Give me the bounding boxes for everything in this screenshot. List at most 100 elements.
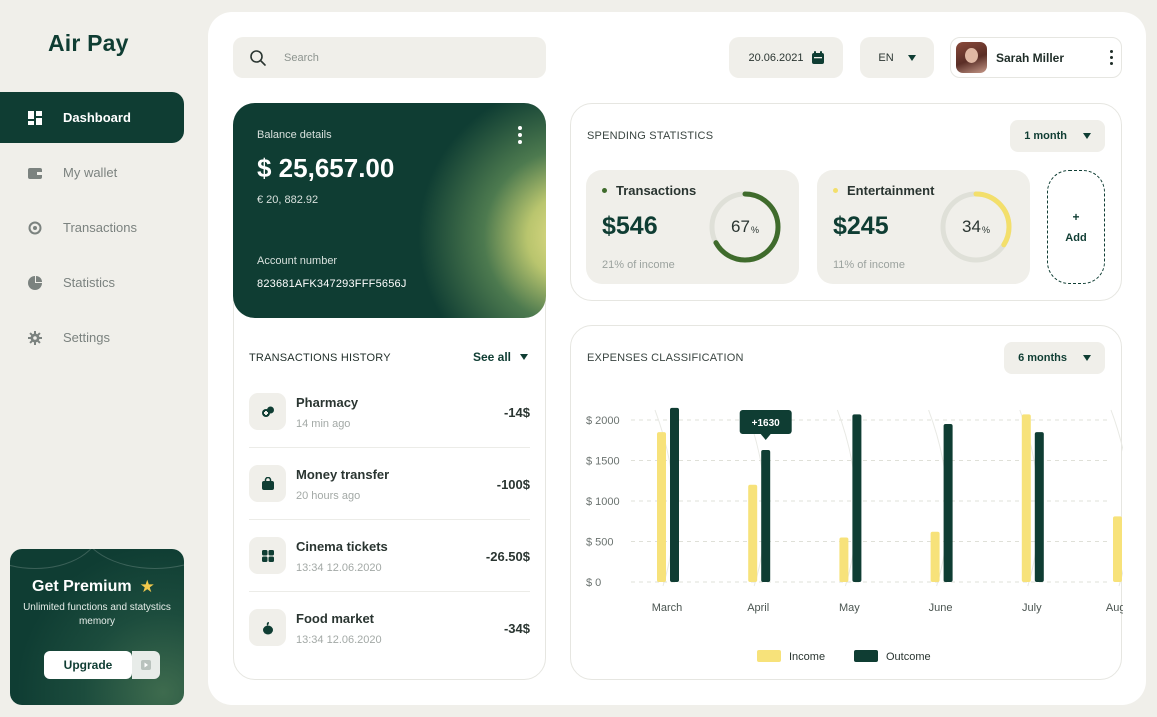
language-text: EN	[878, 51, 894, 64]
transaction-amount: -14$	[503, 405, 530, 420]
search-bar[interactable]	[233, 37, 546, 78]
upgrade-arrow-icon[interactable]	[132, 651, 160, 679]
search-input[interactable]	[284, 51, 504, 64]
avatar	[956, 42, 987, 73]
x-tick-label: April	[747, 602, 769, 614]
x-tick-label: June	[929, 602, 953, 614]
bar-outcome	[761, 449, 771, 582]
spending-period-label: 1 month	[1024, 130, 1067, 142]
main-panel: 20.06.2021 EN Sarah Miller Balance detai…	[208, 12, 1146, 705]
sidebar-item-my-wallet[interactable]: My wallet	[0, 147, 184, 198]
gear-icon	[27, 330, 43, 346]
stat-card-value: $546	[602, 212, 658, 240]
list-item[interactable]: Pharmacy 14 min ago -14$	[249, 376, 530, 448]
stat-card-value: $245	[833, 212, 889, 240]
more-options-icon[interactable]	[1109, 50, 1113, 65]
date-text: 20.06.2021	[748, 51, 804, 64]
status-dot	[602, 188, 607, 193]
dashboard-icon	[27, 110, 43, 126]
progress-ring-label: 67%	[731, 217, 759, 236]
transactions-history-title: TRANSACTIONS HISTORY	[249, 352, 391, 364]
expenses-period-dropdown[interactable]: 6 months	[1004, 342, 1105, 374]
sidebar-item-transactions[interactable]: Transactions	[0, 202, 184, 253]
stat-card-subtitle: 21% of income	[602, 259, 675, 271]
balance-card: Balance details $ 25,657.00 € 20, 882.92…	[233, 103, 546, 318]
percent-value: 34	[962, 217, 981, 236]
progress-ring	[940, 191, 1012, 263]
card-options-icon[interactable]	[518, 126, 522, 144]
transaction-time: 13:34 12.06.2020	[296, 634, 382, 646]
stat-card-transactions[interactable]: Transactions $546 21% of income 67%	[586, 170, 799, 284]
y-tick-label: $ 2000	[586, 415, 620, 427]
premium-title-text: Get Premium	[32, 578, 132, 595]
list-item[interactable]: Money transfer 20 hours ago -100$	[249, 448, 530, 520]
user-profile[interactable]: Sarah Miller	[950, 37, 1122, 78]
see-all-button[interactable]: See all	[473, 350, 528, 364]
balance-label: Balance details	[257, 129, 332, 141]
balance-amount: $ 25,657.00	[257, 153, 395, 183]
expenses-period-label: 6 months	[1018, 352, 1067, 364]
bar-income	[839, 537, 849, 582]
sidebar-nav: Dashboard My wallet Transactions Statist…	[0, 92, 184, 367]
account-number: 823681AFK347293FFF5656J	[257, 278, 407, 290]
balance-and-transactions-panel: Balance details $ 25,657.00 € 20, 882.92…	[233, 103, 546, 680]
stat-card-subtitle: 11% of income	[833, 259, 905, 271]
stat-card-entertainment[interactable]: Entertainment $245 11% of income 34%	[817, 170, 1030, 284]
y-tick-label: $ 500	[586, 537, 614, 549]
spending-statistics-title: SPENDING STATISTICS	[587, 130, 714, 142]
sidebar-item-label: Dashboard	[63, 110, 131, 125]
tooltip-pointer	[760, 433, 771, 440]
decorative-arc	[10, 549, 100, 569]
tooltip-box	[739, 409, 792, 434]
sidebar-item-dashboard[interactable]: Dashboard	[0, 92, 184, 143]
transaction-time: 20 hours ago	[296, 490, 361, 502]
bar-outcome	[852, 414, 862, 582]
add-category-button[interactable]: + Add	[1047, 170, 1105, 284]
balance-secondary-amount: € 20, 882.92	[257, 194, 319, 206]
x-tick-label: May	[839, 602, 860, 614]
spending-period-dropdown[interactable]: 1 month	[1010, 120, 1105, 152]
bar-outcome	[943, 424, 953, 582]
stat-card-name: Entertainment	[833, 183, 934, 198]
percent-value: 67	[731, 217, 750, 236]
y-tick-label: $ 1000	[586, 496, 620, 508]
legend-label: Income	[789, 651, 825, 663]
decorative-arc	[80, 549, 184, 569]
chevron-down-icon	[1083, 355, 1091, 361]
legend-label: Outcome	[886, 651, 931, 663]
bag-icon	[249, 465, 286, 502]
transactions-icon	[27, 220, 43, 236]
progress-ring-label: 34%	[962, 217, 990, 236]
premium-title: Get Premium ★	[32, 577, 155, 597]
transaction-name: Pharmacy	[296, 395, 359, 410]
stat-card-name-text: Transactions	[616, 183, 697, 198]
app-logo: Air Pay	[48, 30, 129, 56]
bar-income	[748, 484, 758, 582]
chevron-down-icon	[1083, 133, 1091, 139]
list-item[interactable]: Food market 13:34 12.06.2020 -34$	[249, 592, 530, 664]
list-item[interactable]: Cinema tickets 13:34 12.06.2020 -26.50$	[249, 520, 530, 592]
legend-swatch	[757, 650, 781, 662]
bar-outcome	[670, 407, 679, 582]
spending-statistics-panel: SPENDING STATISTICS 1 month Transactions…	[570, 103, 1122, 301]
y-tick-label: $ 1500	[586, 456, 620, 468]
progress-ring	[709, 191, 781, 263]
sidebar-item-label: Settings	[63, 330, 110, 345]
cinema-icon	[249, 537, 286, 574]
status-dot	[833, 188, 838, 193]
date-picker[interactable]: 20.06.2021	[729, 37, 843, 78]
language-selector[interactable]: EN	[860, 37, 934, 78]
wallet-icon	[27, 165, 43, 181]
sidebar-item-settings[interactable]: Settings	[0, 312, 184, 363]
upgrade-button[interactable]: Upgrade	[44, 651, 132, 679]
sidebar-item-statistics[interactable]: Statistics	[0, 257, 184, 308]
statistics-icon	[27, 275, 43, 291]
bar-income	[1021, 414, 1031, 582]
transactions-list: Pharmacy 14 min ago -14$ Money transfer …	[249, 376, 530, 664]
pharmacy-icon	[249, 393, 286, 430]
transaction-amount: -26.50$	[485, 549, 530, 564]
expenses-title: EXPENSES CLASSIFICATION	[587, 352, 744, 364]
transaction-time: 14 min ago	[296, 418, 351, 430]
transaction-amount: -100$	[496, 477, 530, 492]
plus-icon: +	[1072, 210, 1080, 224]
